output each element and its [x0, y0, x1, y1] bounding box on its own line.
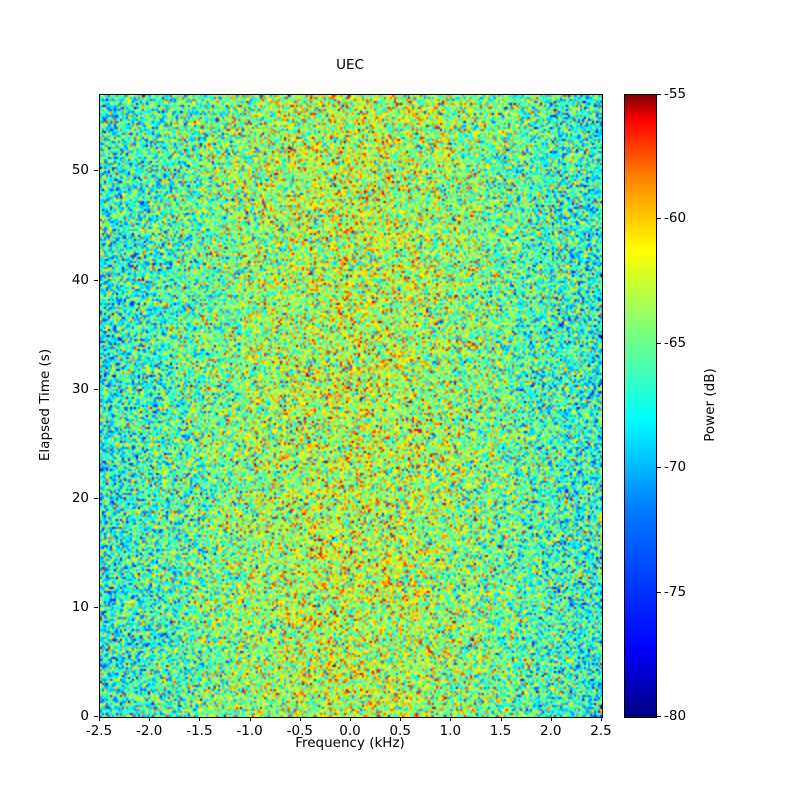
colorbar-tick-label: -65: [664, 334, 687, 351]
colorbar-tick-label: -55: [664, 86, 687, 102]
colorbar-tick-mark: [657, 716, 661, 717]
y-tick-mark: [94, 170, 98, 172]
x-tick-label: 2.0: [540, 723, 562, 739]
colorbar-tick-label: -80: [664, 708, 687, 724]
colorbar-label: Power (dB): [702, 368, 718, 442]
x-tick-mark: [249, 717, 251, 721]
x-tick-mark: [199, 717, 201, 721]
colorbar-tick-label: -75: [664, 583, 687, 600]
colorbar: [624, 94, 657, 718]
y-axis-label: Elapsed Time (s): [37, 348, 53, 462]
x-tick-mark: [99, 717, 100, 721]
x-tick-mark: [299, 717, 301, 721]
colorbar-tick-mark: [657, 342, 661, 344]
y-tick-label: 40: [71, 271, 89, 288]
x-axis-label: Frequency (kHz): [295, 735, 405, 751]
x-tick-label: 2.5: [590, 723, 612, 739]
y-tick-label: 50: [71, 162, 89, 179]
colorbar-tick-mark: [657, 591, 661, 593]
x-tick-mark: [550, 717, 552, 721]
spectrogram-image: [100, 95, 602, 717]
x-tick-mark: [350, 717, 351, 721]
spectrogram-plot-area: [99, 94, 603, 718]
x-tick-mark: [149, 717, 151, 721]
y-tick-mark: [94, 606, 98, 608]
x-tick-mark: [450, 717, 452, 721]
x-tick-label: -1.5: [186, 723, 213, 739]
x-tick-label: -2.5: [85, 723, 113, 739]
x-tick-mark: [400, 717, 402, 721]
y-tick-mark: [94, 716, 98, 717]
y-tick-label: 20: [71, 489, 89, 506]
colorbar-gradient: [625, 95, 656, 717]
colorbar-tick-mark: [657, 218, 661, 220]
y-tick-label: 10: [71, 598, 89, 615]
x-tick-label: 0.0: [339, 723, 361, 739]
title-line-station: UEC: [336, 57, 364, 74]
colorbar-tick-label: -60: [664, 210, 687, 227]
x-tick-mark: [500, 717, 502, 721]
x-tick-label: 1.0: [439, 723, 462, 739]
y-tick-mark: [94, 279, 98, 281]
colorbar-tick-mark: [657, 467, 661, 469]
y-tick-mark: [94, 388, 98, 390]
y-tick-label: 0: [80, 708, 89, 724]
y-tick-label: 30: [71, 380, 89, 397]
x-tick-label: -0.5: [286, 723, 313, 739]
y-tick-mark: [94, 497, 98, 499]
x-tick-label: -1.0: [236, 723, 263, 739]
x-tick-label: 0.5: [389, 723, 411, 739]
x-tick-label: -2.0: [136, 723, 163, 739]
colorbar-tick-mark: [657, 94, 661, 95]
x-tick-mark: [601, 717, 602, 721]
colorbar-tick-label: -70: [664, 459, 687, 476]
x-tick-label: 1.5: [489, 723, 512, 739]
